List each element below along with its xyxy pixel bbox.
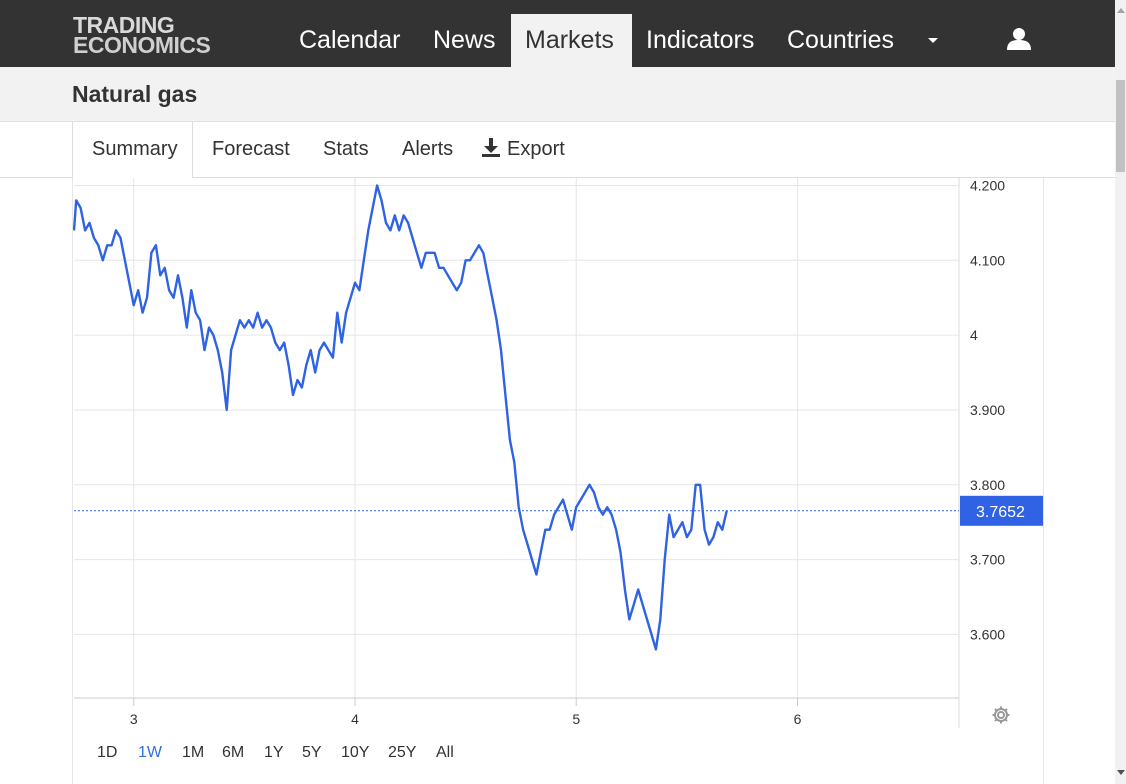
y-tick-label: 4.200: [970, 178, 1005, 193]
nav-calendar[interactable]: Calendar: [299, 26, 401, 54]
nav-countries[interactable]: Countries: [787, 26, 894, 54]
y-tick-label: 3.600: [970, 626, 1005, 642]
y-tick-label: 3.800: [970, 477, 1005, 493]
page-scrollbar[interactable]: [1115, 0, 1126, 784]
x-tick-label: 6: [794, 711, 802, 727]
title-band: Natural gas: [0, 67, 1115, 122]
price-chart[interactable]: 4.200 4.100 4 3.900 3.800 3.700 3.600 3 4 5 6 3.765…: [72, 178, 1044, 784]
y-tick-label: 3.700: [970, 552, 1005, 568]
tab-alerts[interactable]: Alerts: [402, 138, 454, 160]
export-button[interactable]: Export: [481, 122, 565, 177]
download-icon: [482, 138, 500, 157]
current-price-label: 3.7652: [976, 504, 1025, 521]
range-1w[interactable]: 1W: [138, 744, 162, 761]
page-title: Natural gas: [72, 81, 198, 107]
range-1d[interactable]: 1D: [97, 744, 118, 761]
chart-canvas[interactable]: 4.200 4.100 4 3.900 3.800 3.700 3.600 3 4 5 6 3.765…: [73, 178, 1043, 784]
export-label: Export: [507, 138, 565, 160]
x-tick-label: 4: [351, 711, 359, 727]
range-25y[interactable]: 25Y: [388, 744, 417, 761]
range-all[interactable]: All: [436, 744, 454, 761]
content-tabs: Summary Forecast Stats Alerts Export: [0, 122, 1115, 178]
range-10y[interactable]: 10Y: [341, 744, 370, 761]
tab-stats[interactable]: Stats: [323, 138, 369, 160]
y-tick-label: 4: [970, 327, 978, 343]
tab-forecast[interactable]: Forecast: [212, 138, 290, 160]
range-5y[interactable]: 5Y: [302, 744, 322, 761]
logo-line-1: TRADING: [73, 12, 175, 38]
range-6m[interactable]: 6M: [222, 744, 245, 761]
x-tick-label: 5: [572, 711, 580, 727]
gear-icon[interactable]: [991, 705, 1011, 725]
scrollbar-thumb[interactable]: [1116, 80, 1125, 172]
scroll-down-icon[interactable]: [1115, 762, 1126, 784]
nav-news[interactable]: News: [433, 26, 496, 54]
series-line: [73, 184, 728, 651]
nav-indicators[interactable]: Indicators: [646, 26, 755, 54]
trading-economics-logo[interactable]: TRADING ECONOMICS: [73, 12, 211, 58]
range-1m[interactable]: 1M: [182, 744, 205, 761]
logo-line-2: ECONOMICS: [73, 32, 211, 58]
y-tick-label: 3.900: [970, 402, 1005, 418]
user-icon[interactable]: [1006, 27, 1032, 51]
tab-summary[interactable]: Summary: [72, 122, 193, 178]
nav-markets[interactable]: Markets: [511, 14, 632, 67]
top-navigation-bar: TRADING ECONOMICS Calendar News Markets …: [0, 0, 1115, 67]
caret-down-icon[interactable]: [928, 38, 938, 43]
scroll-up-icon[interactable]: [1115, 0, 1126, 22]
current-price-badge: [960, 495, 1043, 526]
x-tick-label: 3: [130, 711, 138, 727]
y-tick-label: 4.100: [970, 252, 1005, 268]
range-1y[interactable]: 1Y: [264, 744, 284, 761]
